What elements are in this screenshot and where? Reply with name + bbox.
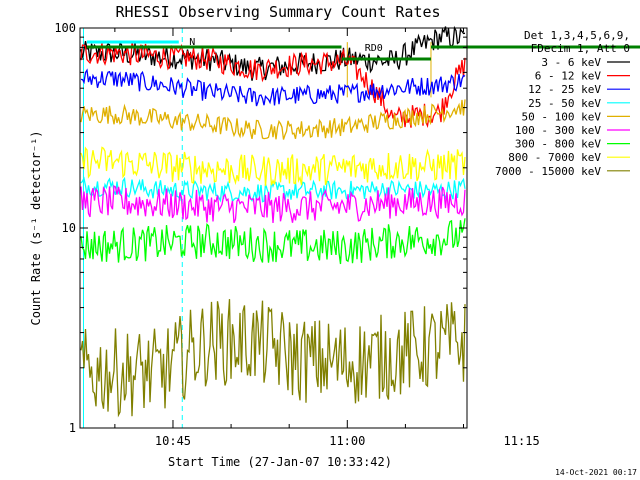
legend-label: 12 - 25 keV xyxy=(528,83,601,96)
y-axis-label: Count Rate (s⁻¹ detector⁻¹) xyxy=(29,130,43,325)
series-line-3 xyxy=(80,176,466,203)
series-line-2 xyxy=(80,68,466,107)
legend-label: 25 - 50 keV xyxy=(528,97,601,110)
legend-header: FDecim 1, Att 0 xyxy=(531,42,630,55)
legend-header: Det 1,3,4,5,6,9, xyxy=(524,29,630,42)
annotation-rd0: RD0 xyxy=(365,43,383,54)
annotation-n: N xyxy=(189,37,195,48)
y-tick-label: 100 xyxy=(54,21,76,35)
legend: Det 1,3,4,5,6,9,FDecim 1, Att 03 - 6 keV… xyxy=(495,29,630,178)
series-line-6 xyxy=(80,218,466,265)
generation-timestamp: 14-Oct-2021 00:17 xyxy=(555,468,637,477)
legend-label: 6 - 12 keV xyxy=(535,70,602,83)
x-tick-label: 11:15 xyxy=(504,434,540,448)
legend-label: 3 - 6 keV xyxy=(541,56,601,69)
y-tick-label: 1 xyxy=(69,421,76,435)
legend-label: 100 - 300 keV xyxy=(515,124,601,137)
series-line-7 xyxy=(80,146,466,186)
plot-area: N RD0 xyxy=(80,25,640,428)
legend-label: 800 - 7000 keV xyxy=(508,151,601,164)
x-tick-label: 10:45 xyxy=(155,434,191,448)
series-line-4 xyxy=(80,99,466,140)
x-axis-label: Start Time (27-Jan-07 10:33:42) xyxy=(168,455,392,469)
series-line-8 xyxy=(80,299,466,418)
legend-label: 300 - 800 keV xyxy=(515,138,601,151)
series-line-5 xyxy=(80,184,466,224)
legend-label: 7000 - 15000 keV xyxy=(495,165,601,178)
chart-title: RHESSI Observing Summary Count Rates xyxy=(115,3,440,21)
x-tick-label: 11:00 xyxy=(329,434,365,448)
y-tick-label: 10 xyxy=(62,221,76,235)
legend-label: 50 - 100 keV xyxy=(522,110,602,123)
